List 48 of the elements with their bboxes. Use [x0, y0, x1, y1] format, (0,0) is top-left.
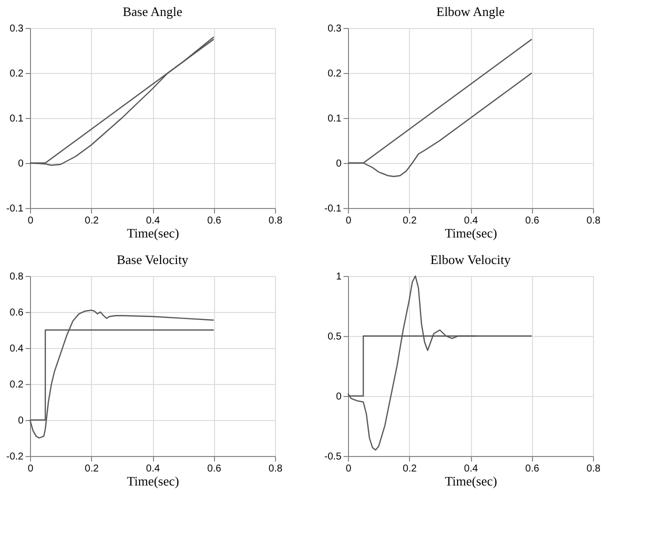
x-axis-title: Time(sec) [444, 226, 498, 240]
y-tick-label: 0.3 [10, 24, 24, 34]
y-tick-label: 0.8 [10, 272, 24, 282]
y-tick-label: 0.4 [10, 344, 24, 354]
chart-title: Base Velocity [116, 252, 189, 267]
x-tick-label: 0.6 [207, 464, 222, 474]
x-tick-label: 0.2 [84, 216, 100, 226]
x-tick-label: 0.8 [586, 464, 601, 474]
y-tick-label: -0.1 [324, 204, 342, 214]
y-tick-label: 0.1 [328, 114, 342, 124]
x-axis-title: Time(sec) [126, 474, 180, 488]
x-tick-label: 0.8 [586, 216, 601, 226]
y-tick-label: 0.1 [10, 114, 24, 124]
y-tick-label: 0.5 [328, 332, 342, 342]
y-tick-label: 1 [336, 272, 342, 282]
x-tick-label: 0 [346, 464, 352, 474]
y-tick-label: 0.2 [328, 68, 342, 80]
x-tick-label: 0.2 [402, 464, 418, 474]
y-tick-label: -0.2 [6, 452, 24, 462]
x-tick-label: 0.8 [268, 216, 283, 226]
x-tick-label: 0.6 [525, 464, 540, 474]
y-tick-label: -0.5 [324, 452, 342, 462]
x-tick-label: 0.4 [464, 216, 478, 226]
x-tick-label: 0.4 [146, 464, 160, 474]
y-tick-label: 0 [18, 158, 24, 170]
x-tick-label: 0.6 [525, 216, 540, 226]
x-tick-label: 0 [28, 464, 34, 474]
x-tick-label: 0.8 [268, 464, 283, 474]
y-tick-label: 0.6 [10, 308, 24, 318]
x-tick-label: 0 [346, 216, 352, 226]
y-tick-label: 0.2 [10, 380, 24, 390]
y-tick-label: 0 [336, 392, 342, 402]
x-tick-label: 0.6 [207, 216, 222, 226]
x-tick-label: 0.2 [84, 464, 100, 474]
x-tick-label: 0 [28, 216, 34, 226]
y-tick-label: 0.2 [10, 68, 24, 80]
y-tick-label: 0 [18, 416, 24, 426]
chart-title: Elbow Velocity [430, 252, 512, 267]
x-axis-title: Time(sec) [126, 226, 180, 240]
y-tick-label: 0.3 [328, 24, 342, 34]
x-tick-label: 0.4 [464, 464, 478, 474]
x-tick-label: 0.4 [146, 216, 160, 226]
y-tick-label: -0.1 [6, 204, 24, 214]
chart-title: Elbow Angle [436, 4, 505, 19]
y-tick-label: 0 [336, 158, 342, 170]
x-axis-title: Time(sec) [444, 474, 498, 488]
chart-title: Base Angle [122, 4, 183, 19]
x-tick-label: 0.2 [402, 216, 418, 226]
